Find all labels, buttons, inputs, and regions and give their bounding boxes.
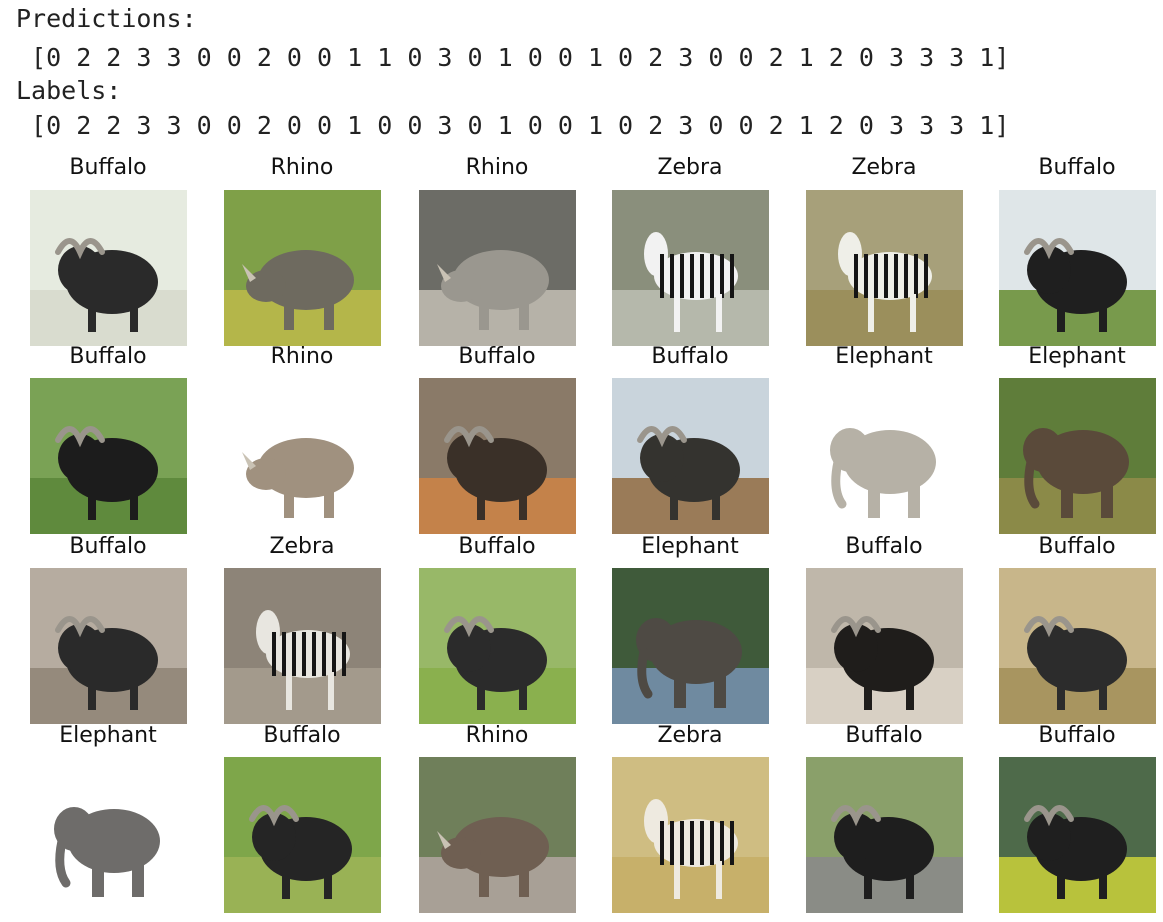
animal-image-elephant <box>612 568 769 724</box>
image-label: Elephant <box>1028 344 1126 369</box>
image-label: Buffalo <box>845 534 923 559</box>
animal-image-buffalo <box>612 378 769 534</box>
image-label: Zebra <box>851 155 917 180</box>
rhino-figure <box>242 250 354 330</box>
buffalo-figure <box>831 616 934 710</box>
buffalo-figure <box>444 426 547 520</box>
animal-image-buffalo <box>999 568 1156 724</box>
buffalo-figure <box>444 616 547 710</box>
image-label: Elephant <box>835 344 933 369</box>
image-label: Rhino <box>270 155 334 180</box>
buffalo-figure <box>831 805 934 899</box>
image-label: Buffalo <box>1038 155 1116 180</box>
predictions-header: Predictions: <box>16 4 197 33</box>
image-label: Buffalo <box>458 534 536 559</box>
animal-image-buffalo <box>419 378 576 534</box>
animal-image-buffalo <box>999 190 1156 346</box>
animal-image-rhino <box>224 378 381 534</box>
animal-image-zebra <box>612 757 769 913</box>
animal-image-buffalo <box>419 568 576 724</box>
image-label: Rhino <box>465 155 529 180</box>
elephant-figure <box>830 428 936 518</box>
buffalo-figure <box>1024 805 1127 899</box>
animal-image-buffalo <box>30 378 187 534</box>
buffalo-figure <box>55 238 158 332</box>
animal-image-buffalo <box>30 190 187 346</box>
zebra-figure <box>644 232 738 332</box>
animal-image-buffalo <box>806 568 963 724</box>
zebra-figure <box>838 232 932 332</box>
buffalo-figure <box>1024 616 1127 710</box>
image-label: Zebra <box>269 534 335 559</box>
elephant-figure <box>1023 428 1129 518</box>
animal-image-buffalo <box>999 757 1156 913</box>
animal-image-elephant <box>999 378 1156 534</box>
image-label: Buffalo <box>651 344 729 369</box>
rhino-figure <box>242 438 354 518</box>
labels-header: Labels: <box>16 76 122 105</box>
elephant-figure <box>54 807 160 897</box>
image-label: Rhino <box>270 344 334 369</box>
image-label: Buffalo <box>69 155 147 180</box>
animal-image-buffalo <box>806 757 963 913</box>
image-label: Elephant <box>641 534 739 559</box>
buffalo-figure <box>55 426 158 520</box>
image-label: Rhino <box>465 723 529 748</box>
animal-image-zebra <box>806 190 963 346</box>
elephant-figure <box>636 618 742 708</box>
animal-image-elephant <box>30 757 187 913</box>
animal-image-zebra <box>612 190 769 346</box>
animal-image-rhino <box>419 190 576 346</box>
buffalo-figure <box>55 616 158 710</box>
buffalo-figure <box>637 426 740 520</box>
image-label: Buffalo <box>458 344 536 369</box>
predictions-values: [0 2 2 3 3 0 0 2 0 0 1 1 0 3 0 1 0 0 1 0… <box>16 43 1010 72</box>
labels-values: [0 2 2 3 3 0 0 2 0 0 1 0 0 3 0 1 0 0 1 0… <box>16 111 1010 140</box>
image-label: Zebra <box>657 723 723 748</box>
image-label: Buffalo <box>1038 534 1116 559</box>
animal-image-elephant <box>806 378 963 534</box>
rhino-figure <box>437 817 549 897</box>
zebra-figure <box>644 799 738 899</box>
animal-image-rhino <box>419 757 576 913</box>
image-label: Buffalo <box>845 723 923 748</box>
animal-image-buffalo <box>30 568 187 724</box>
animal-image-rhino <box>224 190 381 346</box>
image-label: Buffalo <box>69 344 147 369</box>
image-label: Zebra <box>657 155 723 180</box>
buffalo-figure <box>1024 238 1127 332</box>
rhino-figure <box>437 250 549 330</box>
animal-image-buffalo <box>224 757 381 913</box>
image-label: Elephant <box>59 723 157 748</box>
zebra-figure <box>256 610 350 710</box>
image-label: Buffalo <box>69 534 147 559</box>
image-label: Buffalo <box>1038 723 1116 748</box>
buffalo-figure <box>249 805 352 899</box>
image-label: Buffalo <box>263 723 341 748</box>
animal-image-zebra <box>224 568 381 724</box>
